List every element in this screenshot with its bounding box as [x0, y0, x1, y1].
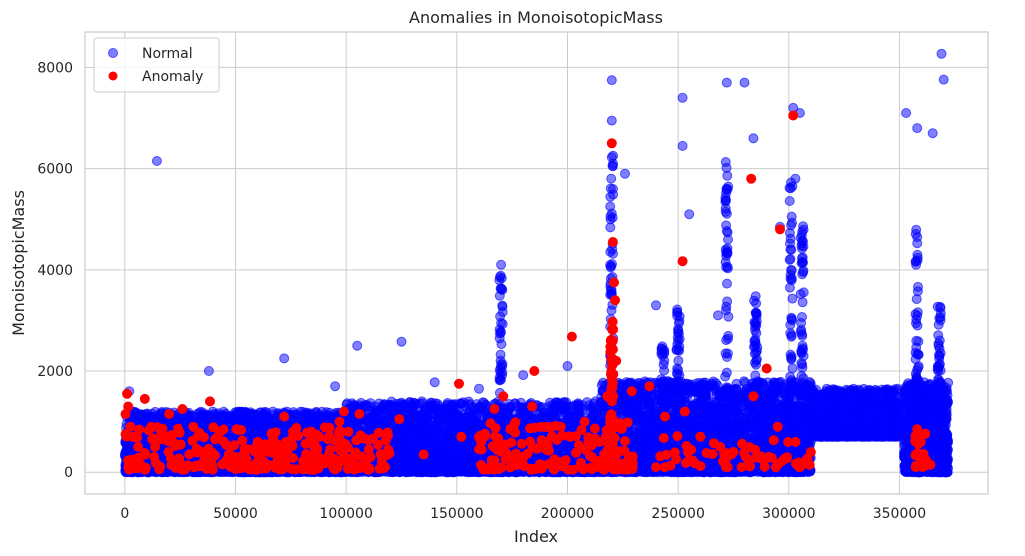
data-point	[304, 413, 315, 424]
data-point	[218, 412, 229, 423]
data-point	[291, 409, 302, 420]
data-point	[324, 407, 335, 418]
data-point	[194, 407, 205, 418]
data-point	[137, 412, 148, 422]
data-point	[256, 412, 267, 423]
data-point	[245, 407, 256, 418]
data-points	[119, 48, 954, 478]
